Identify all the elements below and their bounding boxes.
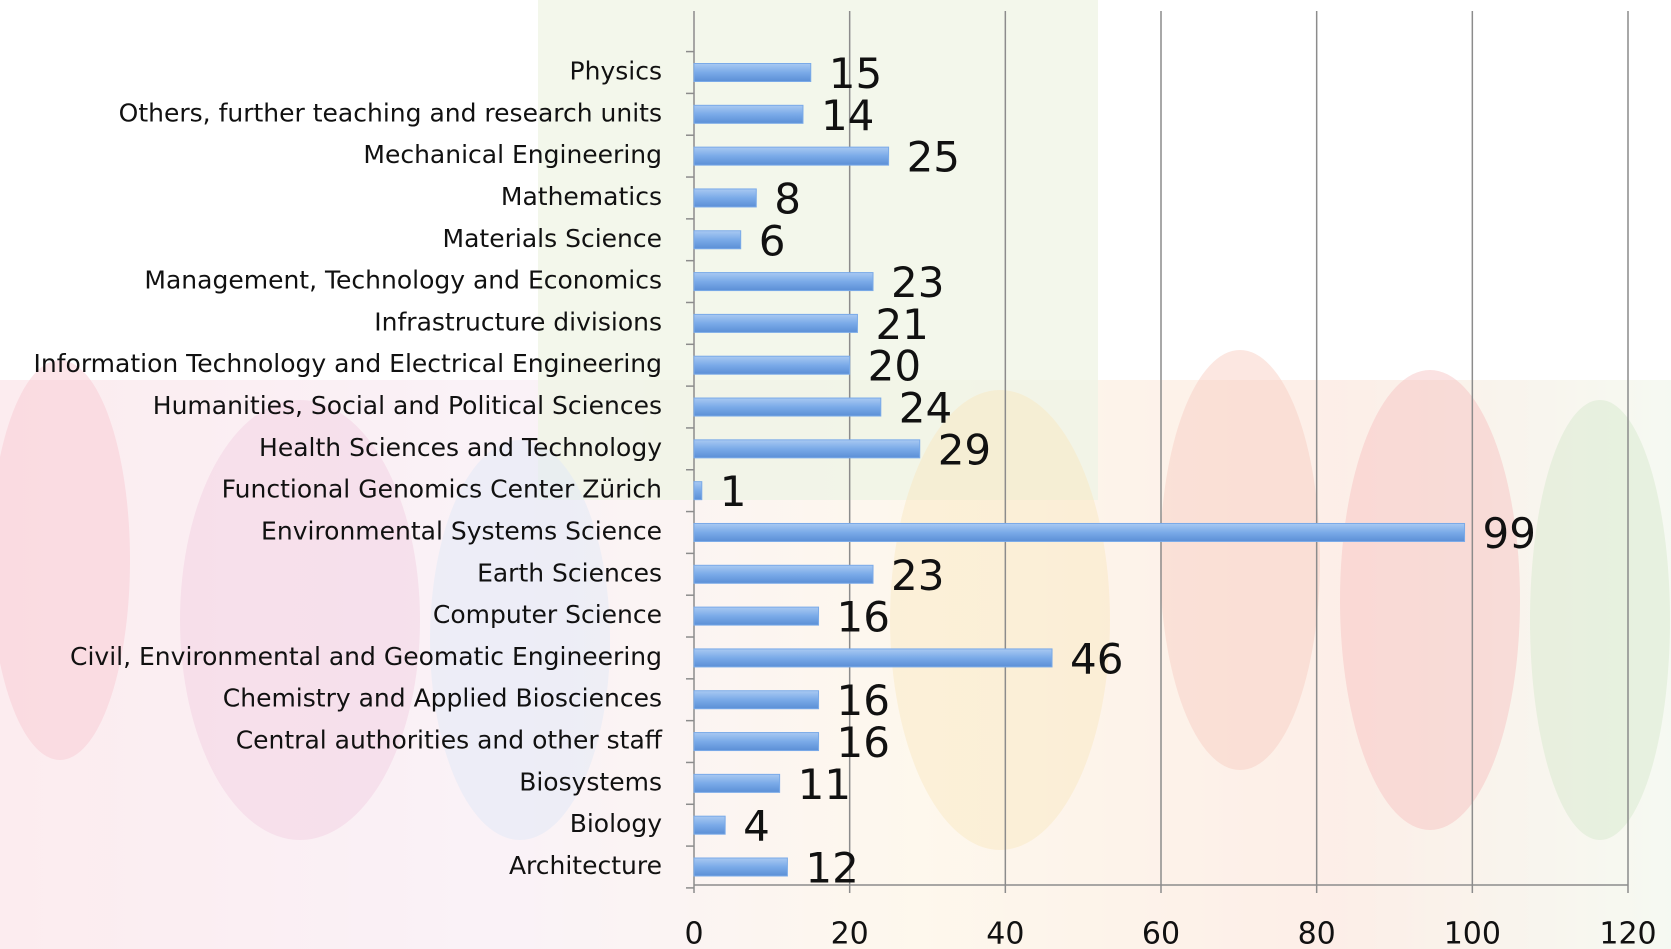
bar	[694, 147, 889, 165]
category-label: Chemistry and Applied Biosciences	[223, 684, 662, 713]
x-tick-label: 0	[684, 917, 703, 949]
category-label: Central authorities and other staff	[236, 726, 663, 755]
bar	[694, 565, 873, 583]
x-tick-label: 20	[831, 917, 869, 949]
value-label: 12	[805, 844, 858, 893]
x-tick-label: 80	[1298, 917, 1336, 949]
bar	[694, 440, 920, 458]
category-label: Information Technology and Electrical En…	[34, 349, 662, 378]
category-label: Environmental Systems Science	[261, 516, 662, 545]
category-label: Humanities, Social and Political Science…	[153, 391, 662, 420]
bar	[694, 64, 811, 82]
bar	[694, 356, 850, 374]
category-label: Biosystems	[519, 767, 662, 796]
value-label: 25	[907, 133, 960, 182]
value-label: 4	[743, 802, 770, 851]
bar	[694, 858, 787, 876]
bar	[694, 691, 819, 709]
x-tick-label: 60	[1142, 917, 1180, 949]
bar	[694, 398, 881, 416]
category-label: Management, Technology and Economics	[144, 266, 662, 295]
x-tick-label: 100	[1444, 917, 1501, 949]
bar	[694, 816, 725, 834]
category-label: Functional Genomics Center Zürich	[222, 475, 662, 504]
bar	[694, 774, 780, 792]
category-label: Computer Science	[433, 600, 662, 629]
category-label: Materials Science	[443, 224, 662, 253]
bar	[694, 189, 756, 207]
bar	[694, 482, 702, 500]
category-label: Civil, Environmental and Geomatic Engine…	[70, 642, 662, 671]
category-label: Infrastructure divisions	[374, 307, 662, 336]
bar	[694, 231, 741, 249]
x-tick-label: 120	[1599, 917, 1656, 949]
category-label: Architecture	[509, 851, 662, 880]
value-label: 1	[720, 467, 747, 516]
value-label: 11	[798, 760, 851, 809]
value-label: 16	[837, 593, 890, 642]
category-label: Physics	[570, 57, 662, 86]
category-label: Mechanical Engineering	[363, 140, 662, 169]
bar	[694, 105, 803, 123]
bar	[694, 733, 819, 751]
value-label: 23	[891, 551, 944, 600]
category-label: Biology	[570, 809, 663, 838]
category-label: Earth Sciences	[477, 558, 662, 587]
category-label: Others, further teaching and research un…	[119, 98, 662, 127]
chart: 020406080100120Physics15Others, further …	[0, 0, 1671, 949]
bar	[694, 607, 819, 625]
bar	[694, 649, 1052, 667]
bar	[694, 523, 1465, 541]
category-label: Mathematics	[501, 182, 662, 211]
value-label: 14	[821, 91, 874, 140]
x-tick-label: 40	[986, 917, 1024, 949]
value-label: 6	[759, 216, 786, 265]
category-label: Health Sciences and Technology	[259, 433, 662, 462]
value-label: 99	[1483, 509, 1536, 558]
bar	[694, 273, 873, 291]
value-label: 46	[1070, 634, 1123, 683]
value-label: 29	[938, 425, 991, 474]
bar	[694, 314, 857, 332]
